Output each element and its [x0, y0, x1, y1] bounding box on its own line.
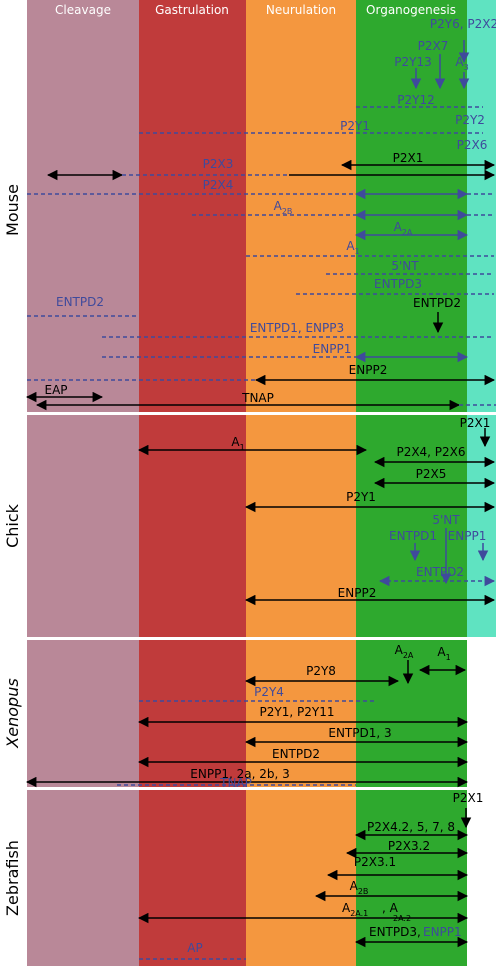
gene-mouse-19-label: ENPP1 [313, 342, 352, 356]
gene-mouse-9-label: P2X3 [203, 157, 234, 171]
gene-mouse-12-subscript: 2A [402, 228, 413, 237]
gene-zebrafish-8-label: ENTPD3, [369, 925, 421, 939]
gene-mouse-3-subscript: 3 [464, 63, 469, 72]
gene-zebrafish-7-label: 2A.2 [393, 914, 411, 923]
gene-zebrafish-6-label: , A [382, 901, 399, 915]
gene-mouse-2-label: P2Y13 [394, 55, 431, 69]
stage-band-gastrulation [139, 415, 246, 637]
gene-xenopus-7-label: ENPP1, 2a, 2b, 3 [190, 767, 289, 781]
gene-mouse-0-label: P2Y6, P2X2 [430, 17, 496, 31]
stage-header-neurulation: Neurulation [266, 3, 336, 17]
stage-band-cleavage [27, 640, 139, 787]
gene-zebrafish-5-subscript: 2A.1 [350, 909, 368, 918]
gene-chick-9-label: ENPP2 [338, 586, 377, 600]
gene-mouse-5-label: P2Y2 [455, 113, 485, 127]
gene-mouse-21-label: EAP [44, 383, 67, 397]
late-stage-band [467, 415, 496, 637]
gene-chick-0-label: P2X1 [460, 416, 491, 430]
gene-mouse-11-subscript: 2B [282, 207, 293, 216]
gene-mouse-18-label: ENTPD1, ENPP3 [250, 321, 344, 335]
gene-xenopus-4-label: P2Y1, P2Y11 [260, 705, 335, 719]
gene-mouse-8-label: P2X1 [393, 151, 424, 165]
stage-header-gastrulation: Gastrulation [155, 3, 229, 17]
stage-header-organogenesis: Organogenesis [366, 3, 456, 17]
gene-mouse-14-label: 5'NT [391, 259, 419, 273]
gene-zebrafish-0-label: P2X1 [453, 791, 484, 805]
gene-zebrafish-3-label: P2X3.1 [354, 855, 396, 869]
stage-band-neurulation [246, 0, 356, 412]
gene-xenopus-6-label: ENTPD2 [272, 747, 320, 761]
gene-mouse-20-label: ENPP2 [349, 363, 388, 377]
stage-band-gastrulation [139, 790, 246, 966]
gene-xenopus-1-subscript: 1 [446, 653, 451, 662]
gene-mouse-15-label: ENTPD3 [374, 277, 422, 291]
stage-band-cleavage [27, 0, 139, 412]
stage-band-organogenesis [356, 640, 467, 787]
species-label-mouse: Mouse [3, 184, 22, 236]
gene-mouse-1-label: P2X7 [418, 39, 449, 53]
gene-chick-4-label: P2Y1 [346, 490, 376, 504]
gene-mouse-4-label: P2Y12 [397, 93, 434, 107]
species-label-zebrafish: Zebrafish [3, 840, 22, 916]
expression-lines [25, 40, 496, 960]
stage-band-cleavage [27, 790, 139, 966]
stage-band-cleavage [27, 415, 139, 637]
gene-chick-7-label: ENPP1 [448, 529, 487, 543]
gene-xenopus-8-label: TNAP [219, 776, 252, 790]
gene-chick-8-label: ENTPD2 [416, 565, 464, 579]
stage-band-gastrulation [139, 640, 246, 787]
stage-band-neurulation [246, 415, 356, 637]
gene-mouse-6-label: P2Y1 [340, 119, 370, 133]
gene-zebrafish-9-label: ENPP1 [423, 925, 462, 939]
gene-mouse-22-label: TNAP [241, 391, 274, 405]
gene-chick-2-label: P2X4, P2X6 [396, 445, 465, 459]
gene-mouse-17-label: ENTPD2 [413, 296, 461, 310]
gene-xenopus-0-subscript: 2A [403, 651, 414, 660]
gene-zebrafish-10-label: AP [187, 941, 202, 955]
stage-band-organogenesis [356, 0, 467, 412]
stage-header-cleavage: Cleavage [55, 3, 111, 17]
stage-band-gastrulation [139, 0, 246, 412]
gene-mouse-7-label: P2X6 [457, 138, 488, 152]
gene-xenopus-5-label: ENTPD1, 3 [328, 726, 391, 740]
late-stage-band [467, 0, 496, 412]
species-label-xenopus: Xenopus [3, 678, 22, 748]
stage-band-neurulation [246, 790, 356, 966]
gene-zebrafish-1-label: P2X4.2, 5, 7, 8 [367, 820, 455, 834]
gene-chick-1-subscript: 1 [240, 443, 245, 452]
gene-xenopus-2-label: P2Y8 [306, 664, 336, 678]
gene-mouse-16-label: ENTPD2 [56, 295, 104, 309]
gene-xenopus-3-label: P2Y4 [254, 685, 284, 699]
gene-mouse-13-subscript: 1 [355, 247, 360, 256]
gene-chick-5-label: 5'NT [432, 513, 460, 527]
gene-zebrafish-2-label: P2X3.2 [388, 839, 430, 853]
stage-band-organogenesis [356, 790, 467, 966]
gene-zebrafish-4-subscript: 2B [358, 887, 369, 896]
species-label-chick: Chick [3, 503, 22, 548]
gene-mouse-10-label: P2X4 [203, 178, 234, 192]
gene-chick-6-label: ENTPD1 [389, 529, 437, 543]
gene-zebrafish-7-subscript: 2A.2 [393, 914, 411, 923]
gene-chick-3-label: P2X5 [416, 467, 447, 481]
